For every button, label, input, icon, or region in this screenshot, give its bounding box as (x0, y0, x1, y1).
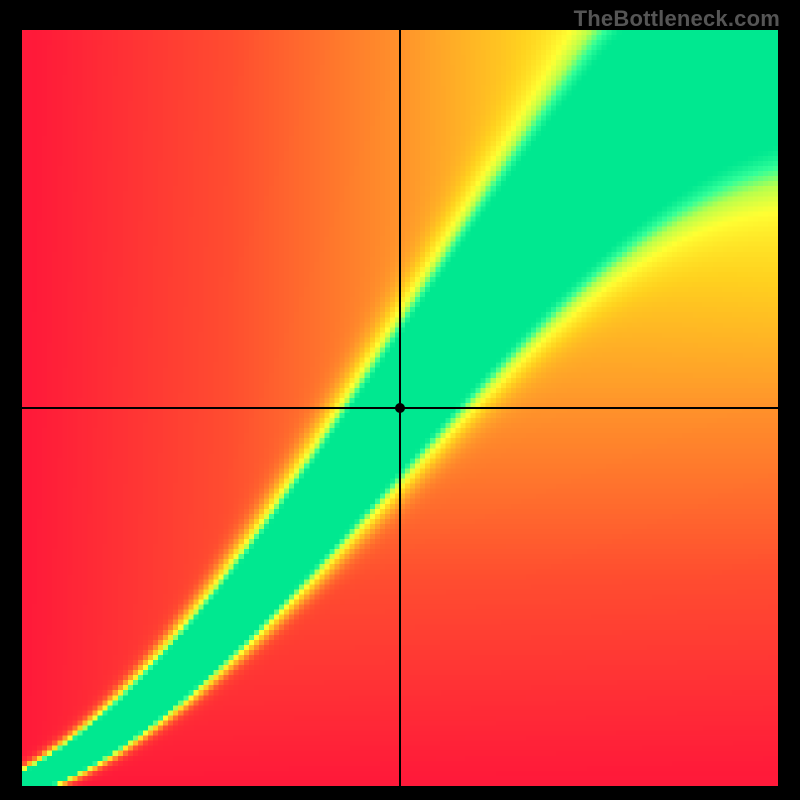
crosshair-point-icon (395, 403, 405, 413)
chart-container: TheBottleneck.com (0, 0, 800, 800)
watermark-text: TheBottleneck.com (574, 6, 780, 32)
heatmap-plot (22, 30, 778, 786)
